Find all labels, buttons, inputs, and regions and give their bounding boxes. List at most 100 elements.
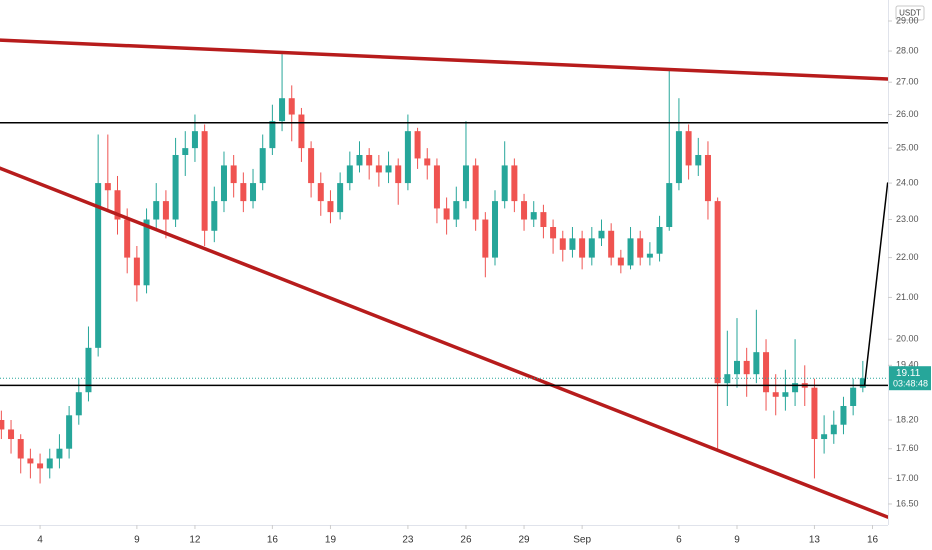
candle-body: [259, 148, 266, 184]
candle-body: [66, 415, 73, 449]
candle-body: [550, 227, 557, 239]
candle-body: [598, 230, 605, 239]
candle-body: [424, 158, 431, 166]
candle-body: [288, 98, 295, 115]
candle-body: [627, 238, 634, 266]
candle-body: [327, 201, 334, 213]
candle-body: [0, 419, 5, 430]
candle-body: [724, 374, 731, 384]
y-tick-label: 27.00: [896, 77, 919, 87]
x-tick-label: 13: [809, 535, 821, 546]
candle-body: [443, 208, 450, 220]
candle-body: [211, 201, 218, 231]
candle-body: [753, 352, 760, 375]
candle-body: [579, 238, 586, 258]
currency-box[interactable]: [895, 5, 925, 21]
candle-body: [346, 165, 353, 184]
candle-body: [850, 387, 857, 406]
candle-body: [792, 383, 799, 393]
candle-body: [501, 165, 508, 202]
candle-body: [317, 183, 324, 202]
candle-body: [201, 131, 208, 231]
countdown-label: 03:48:48: [893, 379, 928, 389]
candle-body: [230, 165, 237, 184]
candle-body: [182, 148, 189, 155]
candle-body: [172, 154, 179, 220]
y-tick-label: 22.00: [896, 252, 919, 262]
candle-body: [588, 238, 595, 258]
y-tick-label: 21.00: [896, 292, 919, 302]
candle-body: [540, 212, 547, 228]
x-tick-label: 16: [267, 535, 279, 546]
candle-body: [695, 154, 702, 166]
candle-body: [220, 165, 227, 202]
x-tick-label: 9: [734, 535, 740, 546]
candle-body: [56, 448, 63, 459]
candle-body: [114, 190, 121, 220]
last-price-label: 19.11: [896, 368, 921, 379]
candle-body: [124, 219, 131, 258]
candle-body: [733, 360, 740, 375]
y-tick-label: 19.40: [896, 360, 919, 370]
candle-body: [511, 165, 518, 202]
candle-body: [453, 201, 460, 220]
candle-body: [559, 238, 566, 250]
candle-body: [859, 378, 866, 388]
candle-body: [743, 360, 750, 375]
candle-body: [356, 154, 363, 166]
candle-body: [433, 165, 440, 209]
y-tick-label: 25.00: [896, 142, 919, 152]
candle-body: [269, 121, 276, 149]
y-tick-label: 26.00: [896, 109, 919, 119]
y-tick-label: 16.50: [896, 498, 919, 508]
y-tick-label: 18.20: [896, 414, 919, 424]
candle-body: [714, 201, 721, 384]
y-tick-label: 17.00: [896, 473, 919, 483]
candle-body: [298, 114, 305, 149]
x-tick-label: 23: [402, 535, 414, 546]
candle-body: [414, 131, 421, 159]
candle-body: [37, 463, 44, 469]
candle-body: [385, 165, 392, 173]
candle-body: [240, 183, 247, 202]
x-tick-label: 9: [134, 535, 140, 546]
candle-body: [162, 201, 169, 220]
x-tick-label: 19: [325, 535, 337, 546]
candle-body: [462, 165, 469, 202]
candle-body: [666, 183, 673, 228]
candle-body: [472, 165, 479, 220]
y-tick-label: 23.00: [896, 214, 919, 224]
candle-body: [608, 230, 615, 258]
y-tick-label: 28.00: [896, 45, 919, 55]
candle-body: [366, 154, 373, 166]
x-tick-label: 12: [189, 535, 201, 546]
candle-body: [656, 227, 663, 254]
candle-body: [395, 165, 402, 184]
candle-body: [46, 458, 53, 469]
x-tick-label: 6: [676, 535, 682, 546]
candle-body: [85, 347, 92, 393]
candle-body: [492, 201, 499, 258]
candle-body: [821, 434, 828, 440]
x-tick-label: 4: [37, 535, 43, 546]
trend-line: [0, 38, 888, 81]
candle-body: [191, 131, 198, 149]
candle-body: [840, 405, 847, 425]
x-tick-label: Sep: [573, 535, 591, 546]
candle-body: [27, 458, 34, 464]
candle-body: [772, 392, 779, 397]
x-tick-label: 29: [518, 535, 530, 546]
candle-body: [143, 219, 150, 286]
candle-body: [569, 238, 576, 250]
candle-body: [637, 238, 644, 258]
candle-body: [404, 131, 411, 184]
candle-body: [763, 352, 770, 393]
candle-body: [75, 392, 82, 416]
candle-body: [521, 201, 528, 220]
y-tick-label: 17.60: [896, 443, 919, 453]
candle-body: [782, 392, 789, 397]
y-tick-label: 29.00: [896, 15, 919, 25]
